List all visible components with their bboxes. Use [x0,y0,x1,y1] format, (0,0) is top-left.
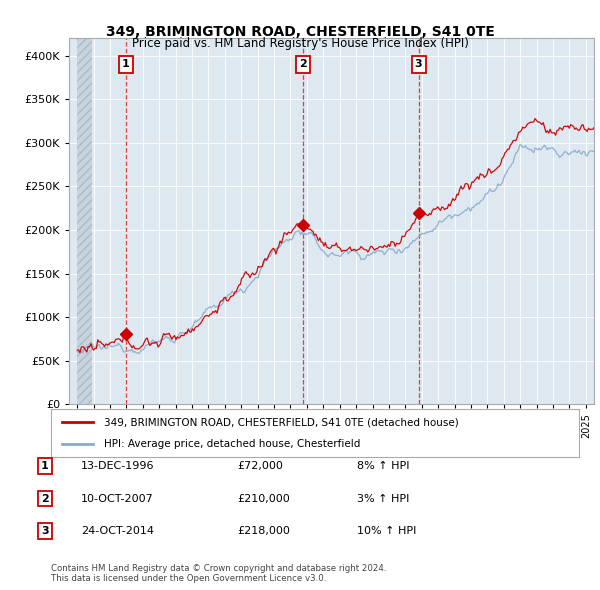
Text: 3: 3 [41,526,49,536]
Text: 349, BRIMINGTON ROAD, CHESTERFIELD, S41 0TE: 349, BRIMINGTON ROAD, CHESTERFIELD, S41 … [106,25,494,39]
Text: 10% ↑ HPI: 10% ↑ HPI [357,526,416,536]
Text: 8% ↑ HPI: 8% ↑ HPI [357,461,409,471]
Text: HPI: Average price, detached house, Chesterfield: HPI: Average price, detached house, Ches… [104,439,360,449]
Text: £72,000: £72,000 [237,461,283,471]
Text: 1: 1 [41,461,49,471]
Text: £210,000: £210,000 [237,494,290,503]
Text: 3: 3 [415,60,422,70]
Text: 13-DEC-1996: 13-DEC-1996 [81,461,155,471]
Text: 3% ↑ HPI: 3% ↑ HPI [357,494,409,503]
Text: Contains HM Land Registry data © Crown copyright and database right 2024.
This d: Contains HM Land Registry data © Crown c… [51,563,386,583]
Text: 2: 2 [41,494,49,503]
Text: 2: 2 [299,60,307,70]
Text: £218,000: £218,000 [237,526,290,536]
Text: 349, BRIMINGTON ROAD, CHESTERFIELD, S41 0TE (detached house): 349, BRIMINGTON ROAD, CHESTERFIELD, S41 … [104,417,458,427]
Text: Price paid vs. HM Land Registry's House Price Index (HPI): Price paid vs. HM Land Registry's House … [131,37,469,50]
Text: 10-OCT-2007: 10-OCT-2007 [81,494,154,503]
Text: 1: 1 [122,60,130,70]
Text: 24-OCT-2014: 24-OCT-2014 [81,526,154,536]
